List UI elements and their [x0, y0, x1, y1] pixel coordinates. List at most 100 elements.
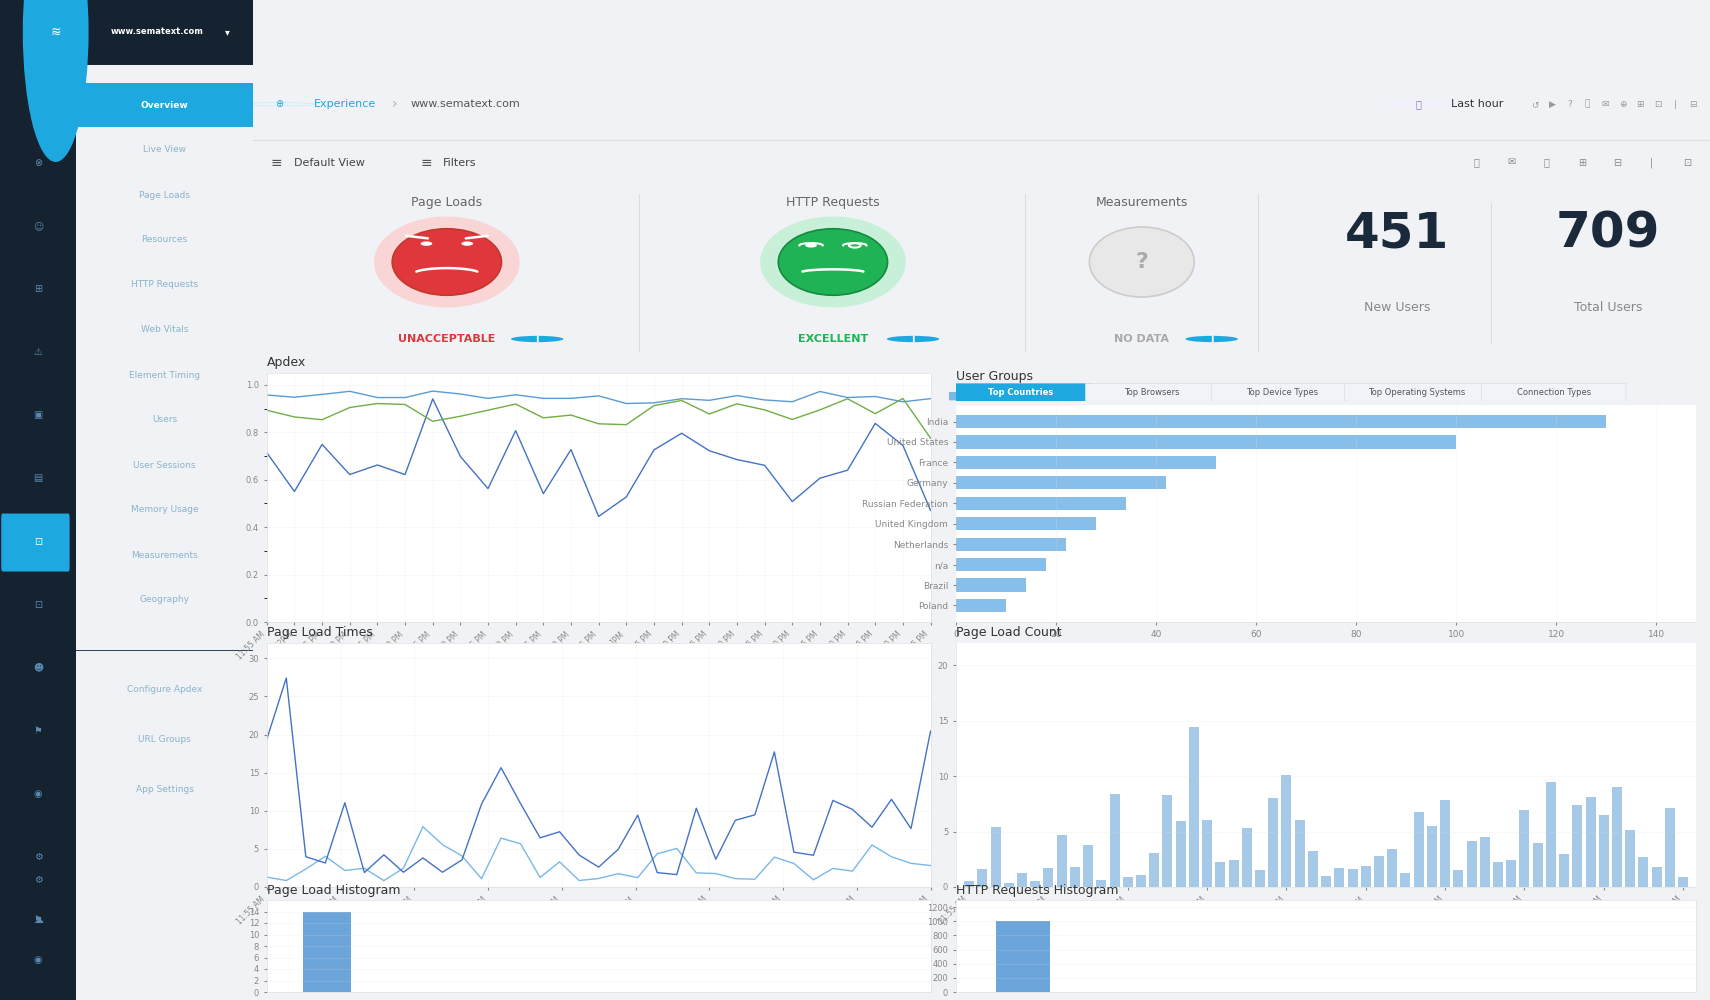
Text: Page loads: Page loads: [975, 968, 1023, 977]
Bar: [1599, 815, 1609, 887]
Bar: [1202, 820, 1212, 887]
Bar: [1387, 849, 1397, 887]
Bar: [1678, 877, 1688, 887]
Bar: [1361, 866, 1371, 887]
Text: ⏱: ⏱: [1416, 99, 1421, 109]
Bar: [1400, 873, 1411, 887]
Ellipse shape: [421, 241, 433, 246]
Bar: [1375, 856, 1383, 887]
Text: ≡: ≡: [421, 155, 433, 169]
Bar: [1507, 860, 1517, 887]
Bar: [1096, 880, 1106, 887]
Bar: [1560, 854, 1570, 887]
Ellipse shape: [778, 229, 887, 295]
Bar: [1493, 862, 1503, 887]
Text: ▾: ▾: [226, 27, 231, 37]
Text: i: i: [1211, 334, 1214, 344]
Bar: [1638, 857, 1648, 887]
Text: App Settings: App Settings: [135, 786, 193, 794]
Text: Page Load Count: Page Load Count: [956, 626, 1062, 639]
Text: Geography: Geography: [140, 595, 190, 604]
Bar: [1163, 795, 1173, 887]
Text: 🔔: 🔔: [1474, 157, 1479, 167]
Bar: [1082, 845, 1093, 887]
Text: ?: ?: [1568, 100, 1573, 109]
Bar: [1652, 867, 1662, 887]
Circle shape: [1382, 103, 1455, 106]
Text: Connection Types: Connection Types: [1517, 388, 1590, 397]
Text: ✉: ✉: [1508, 157, 1517, 167]
Text: ⓪: ⓪: [1544, 157, 1549, 167]
Text: |: |: [1674, 100, 1676, 109]
Bar: [1613, 787, 1623, 887]
Text: Page Load Times: Page Load Times: [267, 626, 373, 639]
Bar: [1347, 869, 1358, 887]
Bar: [1281, 775, 1291, 887]
FancyBboxPatch shape: [1344, 383, 1489, 401]
Legend: Avg. Backend Time, Avg. Frontend Time: Avg. Backend Time, Avg. Frontend Time: [479, 964, 718, 980]
Text: Total Users: Total Users: [1573, 301, 1642, 314]
Text: ?: ?: [1135, 252, 1147, 272]
Bar: [1322, 876, 1330, 887]
Bar: [1454, 870, 1464, 887]
Bar: [1414, 812, 1424, 887]
Text: Element Timing: Element Timing: [128, 370, 200, 379]
Circle shape: [887, 336, 939, 342]
FancyBboxPatch shape: [1211, 383, 1353, 401]
Text: Measurements: Measurements: [1096, 196, 1188, 209]
Text: Memory Usage: Memory Usage: [130, 505, 198, 514]
Text: Resources: Resources: [142, 235, 188, 244]
Bar: [956, 415, 1606, 428]
Bar: [1308, 851, 1318, 887]
Bar: [956, 558, 1047, 571]
Ellipse shape: [759, 217, 906, 308]
Text: NO DATA: NO DATA: [1115, 334, 1170, 344]
Text: Overview: Overview: [140, 101, 188, 109]
Bar: [990, 827, 1000, 887]
Text: ↺: ↺: [1532, 100, 1539, 109]
Text: Page Load Histogram: Page Load Histogram: [267, 884, 400, 897]
Text: 451: 451: [1344, 210, 1448, 258]
Text: Measurements: Measurements: [132, 550, 198, 559]
Ellipse shape: [462, 241, 474, 246]
Text: ▶: ▶: [1549, 100, 1556, 109]
Bar: [1573, 805, 1582, 887]
Ellipse shape: [392, 229, 501, 295]
Bar: [1426, 826, 1436, 887]
Text: ⚠: ⚠: [34, 347, 43, 357]
Text: ⊞: ⊞: [1578, 157, 1585, 167]
Bar: [1520, 810, 1529, 887]
Bar: [1546, 782, 1556, 887]
Text: Page Loads: Page Loads: [412, 196, 482, 209]
Ellipse shape: [1089, 227, 1194, 297]
Text: Configure Apdex: Configure Apdex: [127, 686, 202, 694]
Bar: [1110, 794, 1120, 887]
Text: ›: ›: [392, 97, 397, 111]
Text: HTTP Requests: HTTP Requests: [132, 280, 198, 289]
Bar: [1269, 798, 1277, 887]
Circle shape: [1185, 336, 1238, 342]
Text: Experience: Experience: [315, 99, 376, 109]
Bar: [956, 517, 1096, 530]
Text: User Groups: User Groups: [956, 370, 1033, 383]
Text: Top Operating Systems: Top Operating Systems: [1368, 388, 1465, 397]
Bar: [1188, 727, 1199, 887]
Text: Default View: Default View: [294, 157, 364, 167]
Text: 🔔: 🔔: [1585, 100, 1590, 109]
Text: ⚙: ⚙: [34, 852, 43, 862]
Text: HTTP Requests Histogram: HTTP Requests Histogram: [956, 884, 1118, 897]
Text: ⊡: ⊡: [1683, 157, 1691, 167]
Text: URL Groups: URL Groups: [139, 736, 192, 744]
Text: User Sessions: User Sessions: [133, 460, 195, 470]
Text: ⚑: ⚑: [34, 726, 43, 736]
Bar: [1043, 868, 1053, 887]
Text: ⊞: ⊞: [1636, 100, 1643, 109]
Bar: [1029, 881, 1040, 887]
Text: ⊡: ⊡: [34, 537, 43, 547]
Bar: [964, 881, 975, 887]
Bar: [1004, 883, 1014, 887]
Bar: [1440, 800, 1450, 887]
Text: i: i: [535, 334, 539, 344]
Ellipse shape: [805, 243, 817, 248]
Circle shape: [243, 103, 316, 106]
